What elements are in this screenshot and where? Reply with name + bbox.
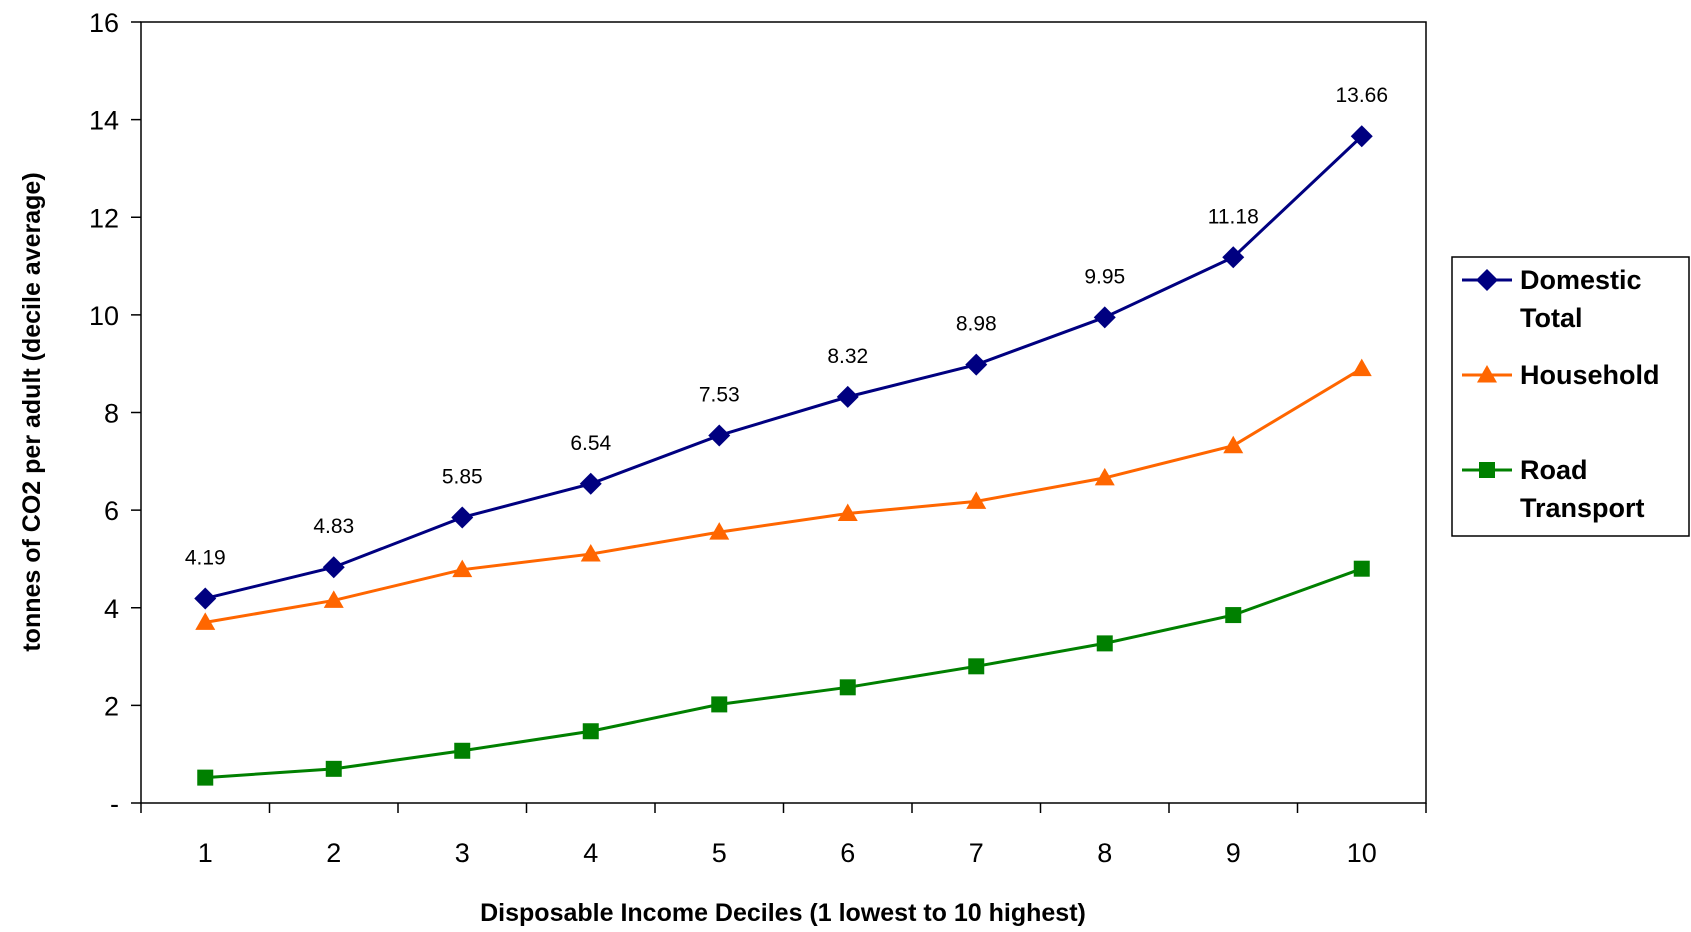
data-label-domestic-total: 9.95	[1084, 265, 1125, 288]
plot-area	[140, 21, 1427, 804]
x-tick-label: 3	[455, 838, 470, 868]
data-label-domestic-total: 7.53	[699, 383, 740, 406]
x-tick-label: 1	[198, 838, 213, 868]
series-layer	[194, 125, 1373, 786]
legend: Domestic Total Household Road Transport	[1451, 256, 1690, 537]
data-label-domestic-total: 4.83	[313, 515, 354, 538]
legend-marker-road-transport	[1479, 462, 1495, 478]
data-label-domestic-total: 4.19	[185, 546, 226, 569]
data-point-road-transport	[711, 696, 728, 713]
data-point-road-transport	[325, 760, 342, 777]
data-point-road-transport	[968, 658, 985, 675]
data-point-domestic-total	[965, 353, 988, 376]
data-point-domestic-total	[451, 506, 474, 529]
x-tick-label: 8	[1097, 838, 1112, 868]
data-point-road-transport	[839, 679, 856, 696]
data-point-road-transport	[197, 769, 214, 786]
y-tick-label: 12	[89, 203, 119, 233]
data-point-household	[837, 503, 858, 522]
data-label-domestic-total: 8.32	[827, 345, 868, 368]
series-line-domestic-total	[204, 135, 1363, 600]
data-point-household	[966, 491, 987, 509]
y-tick-label: 8	[104, 399, 119, 429]
data-point-household	[1094, 467, 1115, 486]
y-tick-label: 10	[89, 301, 119, 331]
legend-label-household: Household	[1520, 360, 1660, 390]
y-tick-label: 6	[104, 496, 119, 526]
data-point-domestic-total	[1093, 306, 1116, 329]
x-axis: 1 2 3 4 5 6 7 8 9 10	[140, 803, 1427, 868]
data-point-road-transport	[582, 723, 599, 740]
data-label-domestic-total: 13.66	[1335, 84, 1388, 107]
data-label-domestic-total: 5.85	[442, 465, 483, 488]
data-point-domestic-total	[1350, 125, 1373, 148]
data-point-road-transport	[1225, 607, 1242, 624]
x-tick-label: 2	[326, 838, 341, 868]
x-tick-label: 9	[1226, 838, 1241, 868]
data-point-domestic-total	[836, 385, 859, 408]
data-point-household	[195, 612, 216, 630]
y-tick-label: -	[110, 789, 119, 819]
legend-label-domestic-total: Domestic	[1520, 265, 1642, 295]
data-point-domestic-total	[708, 424, 731, 447]
x-tick-label: 5	[712, 838, 727, 868]
data-label-domestic-total: 11.18	[1208, 205, 1259, 228]
data-point-household	[323, 590, 344, 608]
data-point-domestic-total	[579, 472, 602, 495]
series-line-road-transport	[205, 567, 1363, 780]
legend-marker-household	[1477, 365, 1497, 383]
data-point-road-transport	[454, 742, 471, 759]
legend-label-road-transport: Road	[1520, 455, 1588, 485]
data-point-household	[1223, 435, 1244, 454]
data-point-domestic-total	[322, 556, 345, 579]
data-point-road-transport	[1096, 635, 1113, 652]
legend-box	[1451, 256, 1690, 537]
x-tick-label: 6	[840, 838, 855, 868]
x-tick-label: 10	[1347, 838, 1377, 868]
series-line-household	[204, 367, 1363, 624]
data-point-household	[580, 544, 601, 562]
data-point-domestic-total	[194, 587, 217, 610]
data-labels: 4.19 4.83 5.85 6.54 7.53 8.32 8.98 9.95 11.18 13.…	[185, 84, 1388, 569]
y-tick-label: 16	[89, 8, 119, 38]
data-point-household	[1351, 358, 1372, 377]
y-tick-label: 2	[104, 691, 119, 721]
data-point-household	[709, 522, 730, 540]
data-point-road-transport	[1353, 560, 1370, 577]
x-tick-label: 7	[969, 838, 984, 868]
y-axis: - 2 4 6 8 10 12 14 16	[89, 8, 141, 819]
x-tick-label: 4	[583, 838, 598, 868]
data-label-domestic-total: 6.54	[570, 432, 611, 455]
legend-label-road-transport: Transport	[1520, 493, 1645, 523]
y-axis-title: tonnes of CO2 per adult (decile average)	[18, 172, 46, 651]
legend-marker-domestic-total	[1476, 269, 1498, 291]
x-axis-title: Disposable Income Deciles (1 lowest to 1…	[480, 899, 1086, 927]
data-point-household	[452, 559, 473, 578]
data-label-domestic-total: 8.98	[956, 313, 997, 336]
y-tick-label: 14	[89, 106, 119, 136]
legend-label-domestic-total: Total	[1520, 303, 1583, 333]
data-point-domestic-total	[1222, 246, 1245, 269]
y-tick-label: 4	[104, 594, 119, 624]
